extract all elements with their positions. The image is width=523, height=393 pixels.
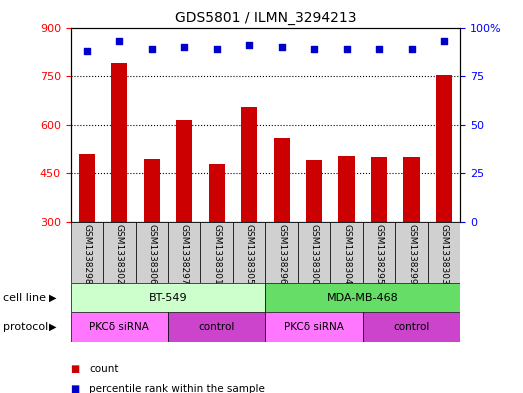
Bar — [403, 157, 419, 222]
Point — [278, 44, 286, 50]
Bar — [363, 312, 460, 342]
Bar — [233, 222, 266, 283]
Text: PKCδ siRNA: PKCδ siRNA — [284, 322, 344, 332]
Text: GSM1338305: GSM1338305 — [245, 224, 254, 285]
Bar — [266, 312, 363, 342]
Point — [440, 38, 448, 44]
Text: GSM1338303: GSM1338303 — [439, 224, 449, 285]
Point — [375, 46, 383, 52]
Title: GDS5801 / ILMN_3294213: GDS5801 / ILMN_3294213 — [175, 11, 356, 25]
Bar — [209, 163, 225, 222]
Text: GSM1338306: GSM1338306 — [147, 224, 156, 285]
Bar — [71, 222, 103, 283]
Bar — [298, 222, 331, 283]
Bar — [200, 222, 233, 283]
Bar — [371, 157, 387, 222]
Bar — [363, 222, 395, 283]
Bar — [71, 312, 168, 342]
Text: GSM1338296: GSM1338296 — [277, 224, 286, 285]
Text: ■: ■ — [71, 364, 80, 375]
Text: protocol: protocol — [3, 322, 48, 332]
Text: BT-549: BT-549 — [149, 293, 187, 303]
Bar — [168, 312, 266, 342]
Point — [83, 48, 91, 54]
Point — [180, 44, 188, 50]
Text: ▶: ▶ — [49, 293, 56, 303]
Bar — [111, 63, 128, 222]
Text: GSM1338302: GSM1338302 — [115, 224, 124, 285]
Text: GSM1338298: GSM1338298 — [82, 224, 92, 285]
Text: GSM1338300: GSM1338300 — [310, 224, 319, 285]
Bar — [144, 159, 160, 222]
Point — [212, 46, 221, 52]
Text: MDA-MB-468: MDA-MB-468 — [327, 293, 399, 303]
Text: control: control — [393, 322, 430, 332]
Bar — [428, 222, 460, 283]
Text: GSM1338304: GSM1338304 — [342, 224, 351, 285]
Text: GSM1338299: GSM1338299 — [407, 224, 416, 285]
Text: ▶: ▶ — [49, 322, 56, 332]
Bar — [266, 283, 460, 312]
Point — [115, 38, 123, 44]
Point — [310, 46, 319, 52]
Bar — [168, 222, 200, 283]
Bar — [331, 222, 363, 283]
Text: control: control — [199, 322, 235, 332]
Point — [407, 46, 416, 52]
Bar — [274, 138, 290, 222]
Text: PKCδ siRNA: PKCδ siRNA — [89, 322, 149, 332]
Bar — [436, 75, 452, 222]
Bar — [338, 156, 355, 222]
Text: cell line: cell line — [3, 293, 46, 303]
Text: GSM1338297: GSM1338297 — [180, 224, 189, 285]
Bar — [176, 120, 192, 222]
Point — [147, 46, 156, 52]
Bar — [79, 154, 95, 222]
Text: GSM1338301: GSM1338301 — [212, 224, 221, 285]
Text: percentile rank within the sample: percentile rank within the sample — [89, 384, 265, 393]
Point — [343, 46, 351, 52]
Text: GSM1338295: GSM1338295 — [374, 224, 383, 285]
Text: ■: ■ — [71, 384, 80, 393]
Bar — [306, 160, 322, 222]
Bar — [241, 107, 257, 222]
Bar — [103, 222, 135, 283]
Bar — [395, 222, 428, 283]
Bar — [266, 222, 298, 283]
Bar — [71, 283, 266, 312]
Point — [245, 42, 253, 48]
Bar — [135, 222, 168, 283]
Text: count: count — [89, 364, 118, 375]
